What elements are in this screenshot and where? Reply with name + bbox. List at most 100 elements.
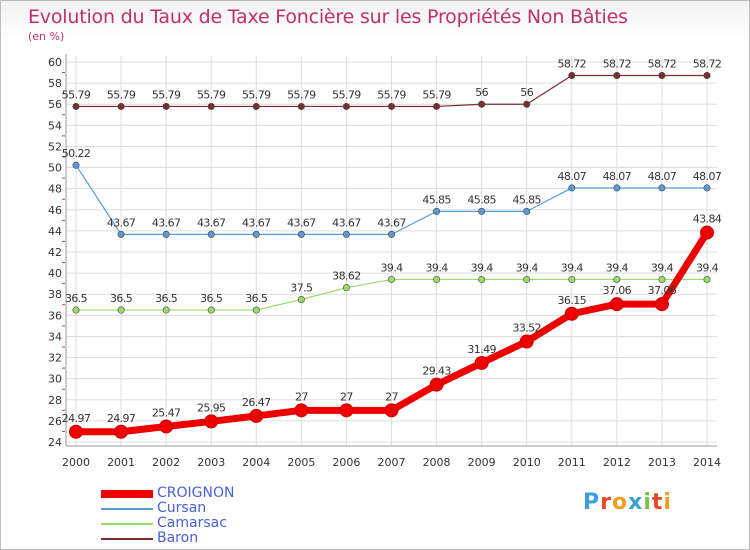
data-point-cursan bbox=[387, 230, 395, 238]
data-label-cursan: 45.85 bbox=[467, 193, 496, 206]
data-label-cursan: 45.85 bbox=[422, 193, 451, 206]
data-point-baron bbox=[72, 102, 80, 110]
data-label-camarsac: 36.5 bbox=[200, 292, 223, 305]
data-point-camarsac bbox=[162, 306, 170, 314]
data-point-cursan bbox=[342, 230, 350, 238]
logo-letter: t bbox=[651, 490, 664, 515]
x-tick-label: 2000 bbox=[62, 456, 90, 469]
data-point-cursan bbox=[72, 161, 80, 169]
x-tick-label: 2005 bbox=[287, 456, 315, 469]
data-label-camarsac: 37.5 bbox=[290, 282, 313, 295]
data-label-baron: 55.79 bbox=[107, 88, 136, 101]
x-tick-label: 2008 bbox=[423, 456, 451, 469]
data-label-croignon: 27 bbox=[295, 390, 308, 403]
data-label-camarsac: 39.4 bbox=[516, 261, 539, 274]
legend-swatch bbox=[101, 489, 153, 498]
x-tick-label: 2006 bbox=[332, 456, 360, 469]
data-point-baron bbox=[433, 102, 441, 110]
data-label-camarsac: 38.62 bbox=[332, 270, 361, 283]
data-point-camarsac bbox=[72, 306, 80, 314]
logo-letter: o bbox=[611, 490, 629, 515]
data-label-croignon: 27 bbox=[385, 390, 398, 403]
data-label-cursan: 43.67 bbox=[197, 216, 226, 229]
legend-item-croignon: CROIGNON bbox=[101, 485, 321, 501]
data-point-camarsac bbox=[342, 284, 350, 292]
data-label-croignon: 24.97 bbox=[107, 412, 136, 425]
data-label-croignon: 24.97 bbox=[62, 412, 91, 425]
data-label-baron: 55.79 bbox=[152, 88, 181, 101]
data-point-baron bbox=[703, 72, 711, 80]
data-point-camarsac bbox=[207, 306, 215, 314]
data-point-croignon bbox=[564, 306, 579, 321]
data-point-cursan bbox=[297, 230, 305, 238]
data-label-croignon: 33.52 bbox=[512, 322, 541, 335]
data-point-camarsac bbox=[613, 275, 621, 283]
proxiti-logo: Proxiti bbox=[583, 490, 672, 515]
data-label-baron: 55.79 bbox=[287, 88, 316, 101]
data-point-camarsac bbox=[523, 275, 531, 283]
data-label-croignon: 31.49 bbox=[467, 343, 496, 356]
data-label-cursan: 43.67 bbox=[377, 216, 406, 229]
data-label-cursan: 50.22 bbox=[62, 147, 91, 160]
data-label-baron: 55.79 bbox=[242, 88, 271, 101]
data-point-baron bbox=[117, 102, 125, 110]
data-label-baron: 58.72 bbox=[693, 58, 722, 71]
data-point-cursan bbox=[613, 184, 621, 192]
legend-swatch bbox=[101, 522, 153, 525]
data-point-cursan bbox=[252, 230, 260, 238]
data-point-camarsac bbox=[297, 295, 305, 303]
data-label-croignon: 36.15 bbox=[558, 294, 587, 307]
data-point-camarsac bbox=[703, 275, 711, 283]
data-point-camarsac bbox=[658, 275, 666, 283]
logo-letter: r bbox=[600, 490, 612, 515]
data-label-cursan: 48.07 bbox=[648, 170, 677, 183]
data-label-camarsac: 39.4 bbox=[696, 261, 719, 274]
data-point-croignon bbox=[519, 334, 534, 349]
chart-title: Evolution du Taux de Taxe Foncière sur l… bbox=[28, 6, 628, 28]
y-tick-label: 50 bbox=[48, 162, 62, 175]
data-point-baron bbox=[613, 72, 621, 80]
x-tick-label: 2014 bbox=[693, 456, 721, 469]
x-tick-label: 2003 bbox=[197, 456, 225, 469]
x-tick-label: 2013 bbox=[648, 456, 676, 469]
data-point-croignon bbox=[609, 297, 624, 312]
x-tick-label: 2004 bbox=[242, 456, 270, 469]
y-tick-label: 58 bbox=[48, 77, 62, 90]
data-label-camarsac: 39.4 bbox=[380, 261, 403, 274]
x-tick-label: 2012 bbox=[603, 456, 631, 469]
data-point-croignon bbox=[69, 424, 83, 439]
data-point-baron bbox=[162, 102, 170, 110]
legend-label: Baron bbox=[157, 530, 199, 546]
data-label-croignon: 43.84 bbox=[693, 213, 722, 226]
y-tick-label: 40 bbox=[48, 267, 62, 280]
data-label-croignon: 37.06 bbox=[648, 284, 677, 297]
x-tick-label: 2007 bbox=[378, 456, 406, 469]
data-label-camarsac: 39.4 bbox=[606, 261, 629, 274]
data-label-baron: 58.72 bbox=[648, 58, 677, 71]
data-label-croignon: 37.06 bbox=[603, 284, 632, 297]
legend-swatch bbox=[101, 507, 153, 510]
data-point-croignon bbox=[384, 403, 399, 418]
data-point-baron bbox=[658, 72, 666, 80]
data-point-camarsac bbox=[117, 306, 125, 314]
data-point-baron bbox=[252, 102, 260, 110]
data-point-baron bbox=[523, 100, 531, 108]
data-label-baron: 55.79 bbox=[62, 88, 91, 101]
y-tick-label: 24 bbox=[48, 436, 62, 449]
data-point-baron bbox=[207, 102, 215, 110]
data-point-camarsac bbox=[252, 306, 260, 314]
y-tick-label: 34 bbox=[48, 330, 62, 343]
data-point-croignon bbox=[204, 414, 219, 429]
y-tick-label: 48 bbox=[48, 183, 62, 196]
legend-label: Camarsac bbox=[157, 515, 227, 531]
data-point-baron bbox=[478, 100, 486, 108]
unit-label: (en %) bbox=[28, 30, 65, 43]
data-point-cursan bbox=[433, 207, 441, 215]
data-point-baron bbox=[342, 102, 350, 110]
data-point-baron bbox=[297, 102, 305, 110]
x-tick-label: 2002 bbox=[152, 456, 180, 469]
logo-letter: P bbox=[583, 490, 601, 515]
data-label-camarsac: 39.4 bbox=[426, 261, 449, 274]
data-point-baron bbox=[568, 72, 576, 80]
